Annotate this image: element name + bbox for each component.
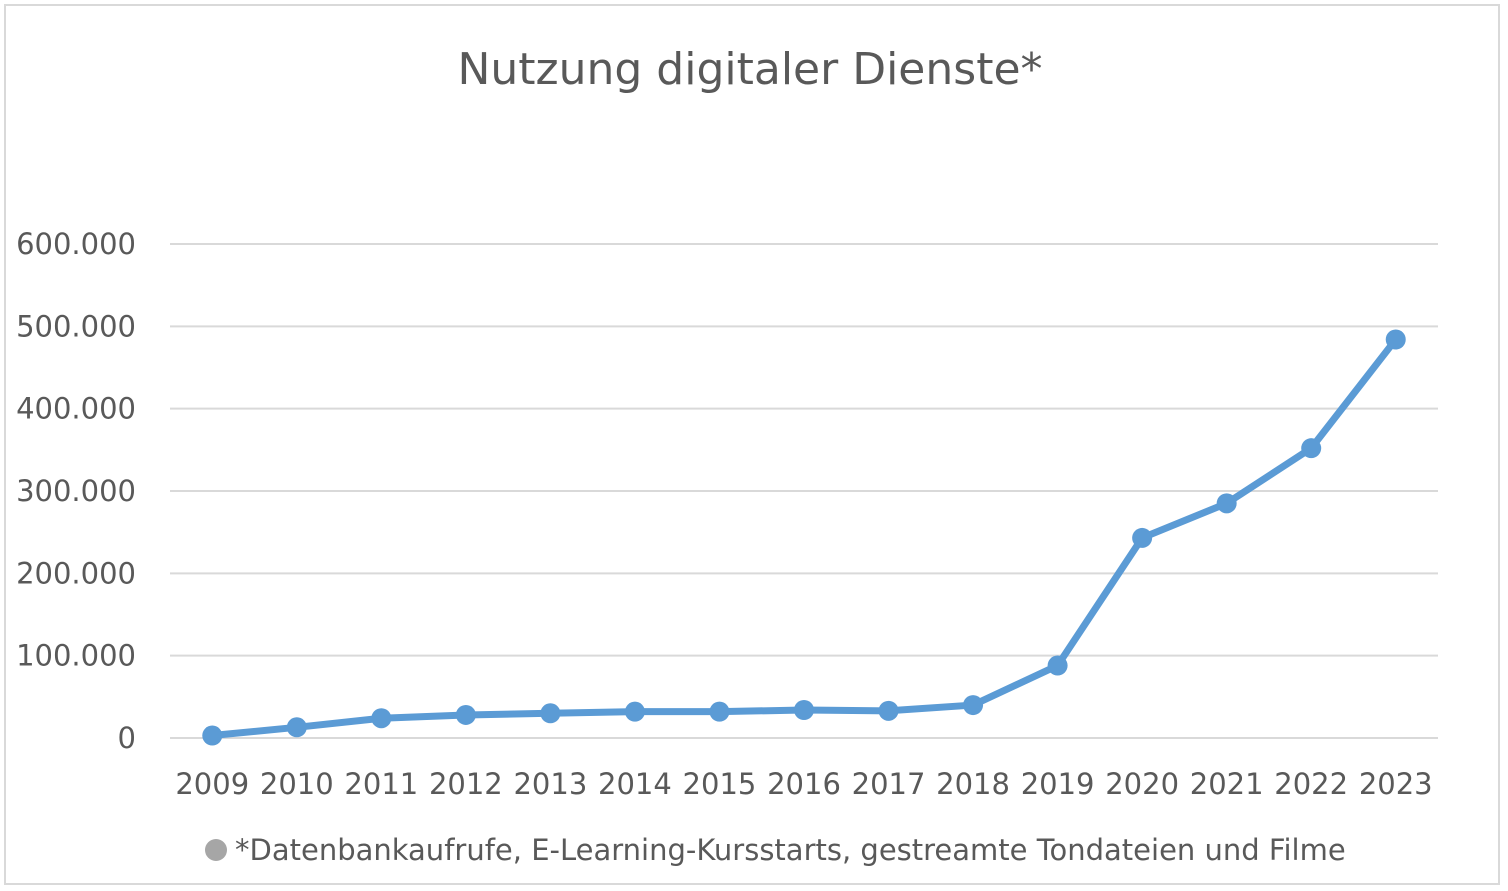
- legend-label: *Datenbankaufrufe, E-Learning-Kursstarts…: [235, 833, 1346, 867]
- data-point: [1216, 493, 1237, 514]
- x-tick-label: 2022: [1274, 767, 1348, 801]
- x-tick-label: 2010: [260, 767, 334, 801]
- x-tick-label: 2011: [344, 767, 418, 801]
- data-point: [286, 717, 307, 738]
- y-tick-label: 600.000: [16, 227, 136, 261]
- y-tick-label: 500.000: [16, 309, 136, 343]
- data-point: [371, 708, 392, 729]
- data-point: [1385, 329, 1406, 350]
- data-point: [540, 703, 561, 724]
- x-tick-label: 2017: [852, 767, 926, 801]
- x-tick-label: 2013: [513, 767, 587, 801]
- data-point: [709, 701, 730, 722]
- y-tick-label: 400.000: [16, 392, 136, 426]
- x-tick-label: 2020: [1105, 767, 1179, 801]
- y-tick-label: 0: [118, 721, 136, 755]
- data-point: [202, 725, 223, 746]
- series-layer: [202, 329, 1406, 746]
- data-point: [794, 700, 814, 721]
- legend-marker: [205, 839, 227, 861]
- line-chart: Nutzung digitaler Dienste* 0 100.000 200.0…: [16, 44, 1438, 867]
- x-tick-label: 2015: [683, 767, 757, 801]
- data-point: [1132, 527, 1153, 548]
- data-point: [1047, 655, 1068, 676]
- gridlines: [170, 243, 1438, 739]
- data-point: [455, 704, 476, 725]
- x-axis-tick-labels: 2009 2010 2011 2012 2013 2014 2015 2016 2017 2018…: [175, 767, 1432, 801]
- x-tick-label: 2021: [1190, 767, 1264, 801]
- data-point: [1301, 438, 1322, 459]
- x-tick-label: 2012: [429, 767, 503, 801]
- chart-title: Nutzung digitaler Dienste*: [457, 44, 1042, 95]
- series-line: [208, 336, 1400, 740]
- data-point: [624, 701, 645, 722]
- data-point: [963, 695, 984, 716]
- y-axis-tick-labels: 0 100.000 200.000 300.000 400.000 500.000 600.…: [16, 227, 136, 755]
- x-tick-label: 2016: [767, 767, 841, 801]
- x-tick-label: 2023: [1359, 767, 1433, 801]
- legend: *Datenbankaufrufe, E-Learning-Kursstarts…: [205, 833, 1346, 867]
- x-tick-label: 2018: [936, 767, 1010, 801]
- y-tick-label: 100.000: [16, 639, 136, 673]
- chart-frame: Nutzung digitaler Dienste* 0 100.000 200.0…: [4, 4, 1500, 885]
- y-tick-label: 300.000: [16, 474, 136, 508]
- x-tick-label: 2014: [598, 767, 672, 801]
- y-tick-label: 200.000: [16, 556, 136, 590]
- data-point: [878, 700, 899, 721]
- x-tick-label: 2019: [1021, 767, 1095, 801]
- x-tick-label: 2009: [175, 767, 249, 801]
